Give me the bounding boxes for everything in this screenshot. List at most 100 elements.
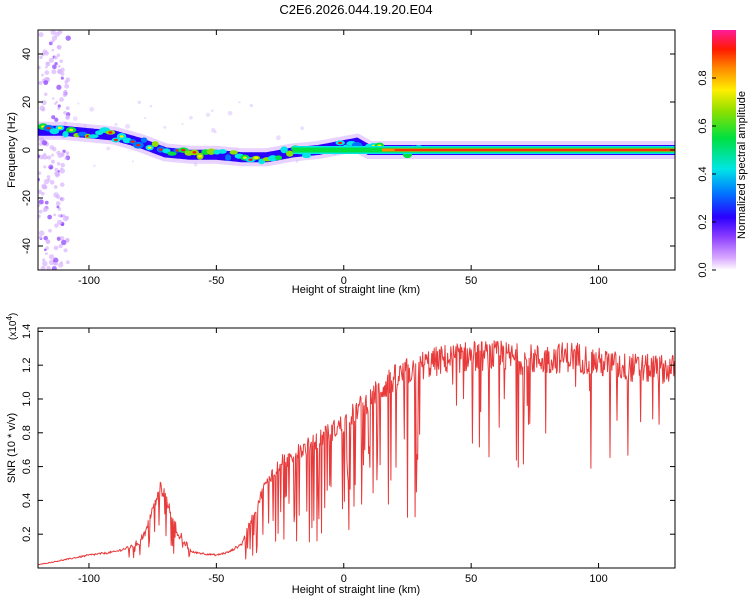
noise-speck xyxy=(51,115,56,120)
noise-speck xyxy=(54,117,59,122)
noise-speck xyxy=(43,205,49,211)
snr-scale-label: (x10 xyxy=(8,320,19,340)
noise-speck xyxy=(51,35,58,41)
noise-speck xyxy=(144,116,147,120)
noise-speck xyxy=(189,115,193,120)
noise-speck xyxy=(59,196,65,202)
colorbar-label: Normalized spectral amplitude xyxy=(736,91,748,239)
noise-speck xyxy=(38,199,44,205)
y-tick-label: 0.4 xyxy=(21,493,33,508)
colorbar-gradient xyxy=(712,30,736,270)
noise-speck xyxy=(38,235,42,240)
noise-speck xyxy=(60,182,65,187)
noise-speck xyxy=(41,140,48,146)
noise-speck xyxy=(53,213,57,217)
y-tick-label: 0.2 xyxy=(21,527,33,542)
ridge-blob xyxy=(49,128,60,135)
noise-speck xyxy=(51,159,55,164)
colorbar-tick-label: 0.2 xyxy=(697,214,709,229)
colorbar-tick-label: 0.0 xyxy=(697,262,709,277)
noise-speck xyxy=(41,184,47,190)
noise-speck xyxy=(56,53,61,57)
snr-scale-multiplier: (x104) xyxy=(5,313,19,340)
y-tick-label: 1.2 xyxy=(21,358,33,373)
x-tick-label: 0 xyxy=(341,275,347,287)
noise-speck xyxy=(47,155,52,160)
noise-speck xyxy=(51,48,55,52)
ridge-hot xyxy=(136,143,141,147)
ridge-blob xyxy=(140,137,148,143)
ridge-hot xyxy=(198,155,203,158)
noise-speck xyxy=(44,92,48,96)
x-tick-label: -100 xyxy=(78,275,100,287)
noise-speck xyxy=(38,189,43,195)
noise-speck xyxy=(54,167,59,172)
noise-speck xyxy=(54,61,58,66)
noise-speck xyxy=(210,109,214,113)
noise-speck xyxy=(43,235,48,241)
noise-speck xyxy=(114,122,118,127)
noise-speck xyxy=(56,219,63,225)
spectrogram-y-label: Frequency (Hz) xyxy=(6,112,18,188)
spectrogram-x-axis: -100 -50 0 50 100 xyxy=(78,30,608,287)
noise-speck xyxy=(54,31,60,37)
colorbar-tick-label: 0.6 xyxy=(697,118,709,133)
snr-scale-exponent: 4 xyxy=(5,316,14,321)
noise-speck xyxy=(89,106,95,112)
noise-speck xyxy=(181,123,184,126)
noise-speck xyxy=(54,102,57,106)
noise-speck xyxy=(56,205,60,209)
noise-speck xyxy=(38,32,44,38)
noise-speck xyxy=(54,223,59,228)
noise-speck xyxy=(38,81,43,85)
x-tick-label: 100 xyxy=(589,275,607,287)
noise-speck xyxy=(39,55,43,60)
ridge-hot xyxy=(69,128,74,132)
noise-speck xyxy=(38,230,45,236)
ridge-hot xyxy=(57,126,62,130)
noise-speck xyxy=(61,223,64,226)
noise-speck xyxy=(55,173,60,178)
noise-speck xyxy=(40,265,46,270)
noise-speck xyxy=(48,259,55,266)
noise-speck xyxy=(163,125,167,129)
noise-speck xyxy=(60,235,65,241)
spectrogram-noise-layer xyxy=(38,30,304,270)
snr-panel: -100 -50 0 50 100 0.2 0.4 0.6 0.8 1.0 1.2 1.4 Heig… xyxy=(5,313,676,596)
colorbar-axis: 0.0 0.2 0.4 0.6 0.8 xyxy=(697,70,716,278)
noise-speck xyxy=(62,92,67,98)
ridge-blob xyxy=(274,155,283,161)
noise-speck xyxy=(41,73,44,77)
noise-speck xyxy=(50,30,56,35)
noise-speck xyxy=(60,76,64,80)
noise-speck xyxy=(53,185,58,189)
spectrogram-y-axis: -40 -20 0 20 40 xyxy=(21,48,675,254)
noise-speck xyxy=(60,71,65,76)
ridge-blob xyxy=(218,149,227,154)
noise-speck xyxy=(58,243,63,249)
ridge-blob xyxy=(62,131,69,138)
ridge-hot xyxy=(113,138,118,142)
noise-speck xyxy=(227,110,233,116)
noise-speck xyxy=(58,262,64,268)
noise-speck xyxy=(59,168,65,174)
noise-speck xyxy=(43,165,47,169)
noise-speck xyxy=(149,104,153,108)
y-tick-label: -40 xyxy=(21,238,33,254)
noise-speck xyxy=(43,80,49,86)
y-tick-label: 0.6 xyxy=(21,459,33,474)
noise-speck xyxy=(41,100,47,106)
noise-speck xyxy=(53,55,58,60)
ridge-blob xyxy=(302,152,312,159)
noise-speck xyxy=(46,265,51,270)
noise-speck xyxy=(64,157,67,160)
noise-speck xyxy=(77,102,80,105)
noise-speck xyxy=(56,44,62,50)
ridge-blob xyxy=(88,134,99,139)
noise-speck xyxy=(42,260,48,267)
colorbar-tick-label: 0.8 xyxy=(697,70,709,85)
ridge-blob xyxy=(167,151,177,156)
noise-speck xyxy=(56,84,62,90)
x-tick-label: 50 xyxy=(465,573,477,585)
noise-speck xyxy=(62,214,66,218)
